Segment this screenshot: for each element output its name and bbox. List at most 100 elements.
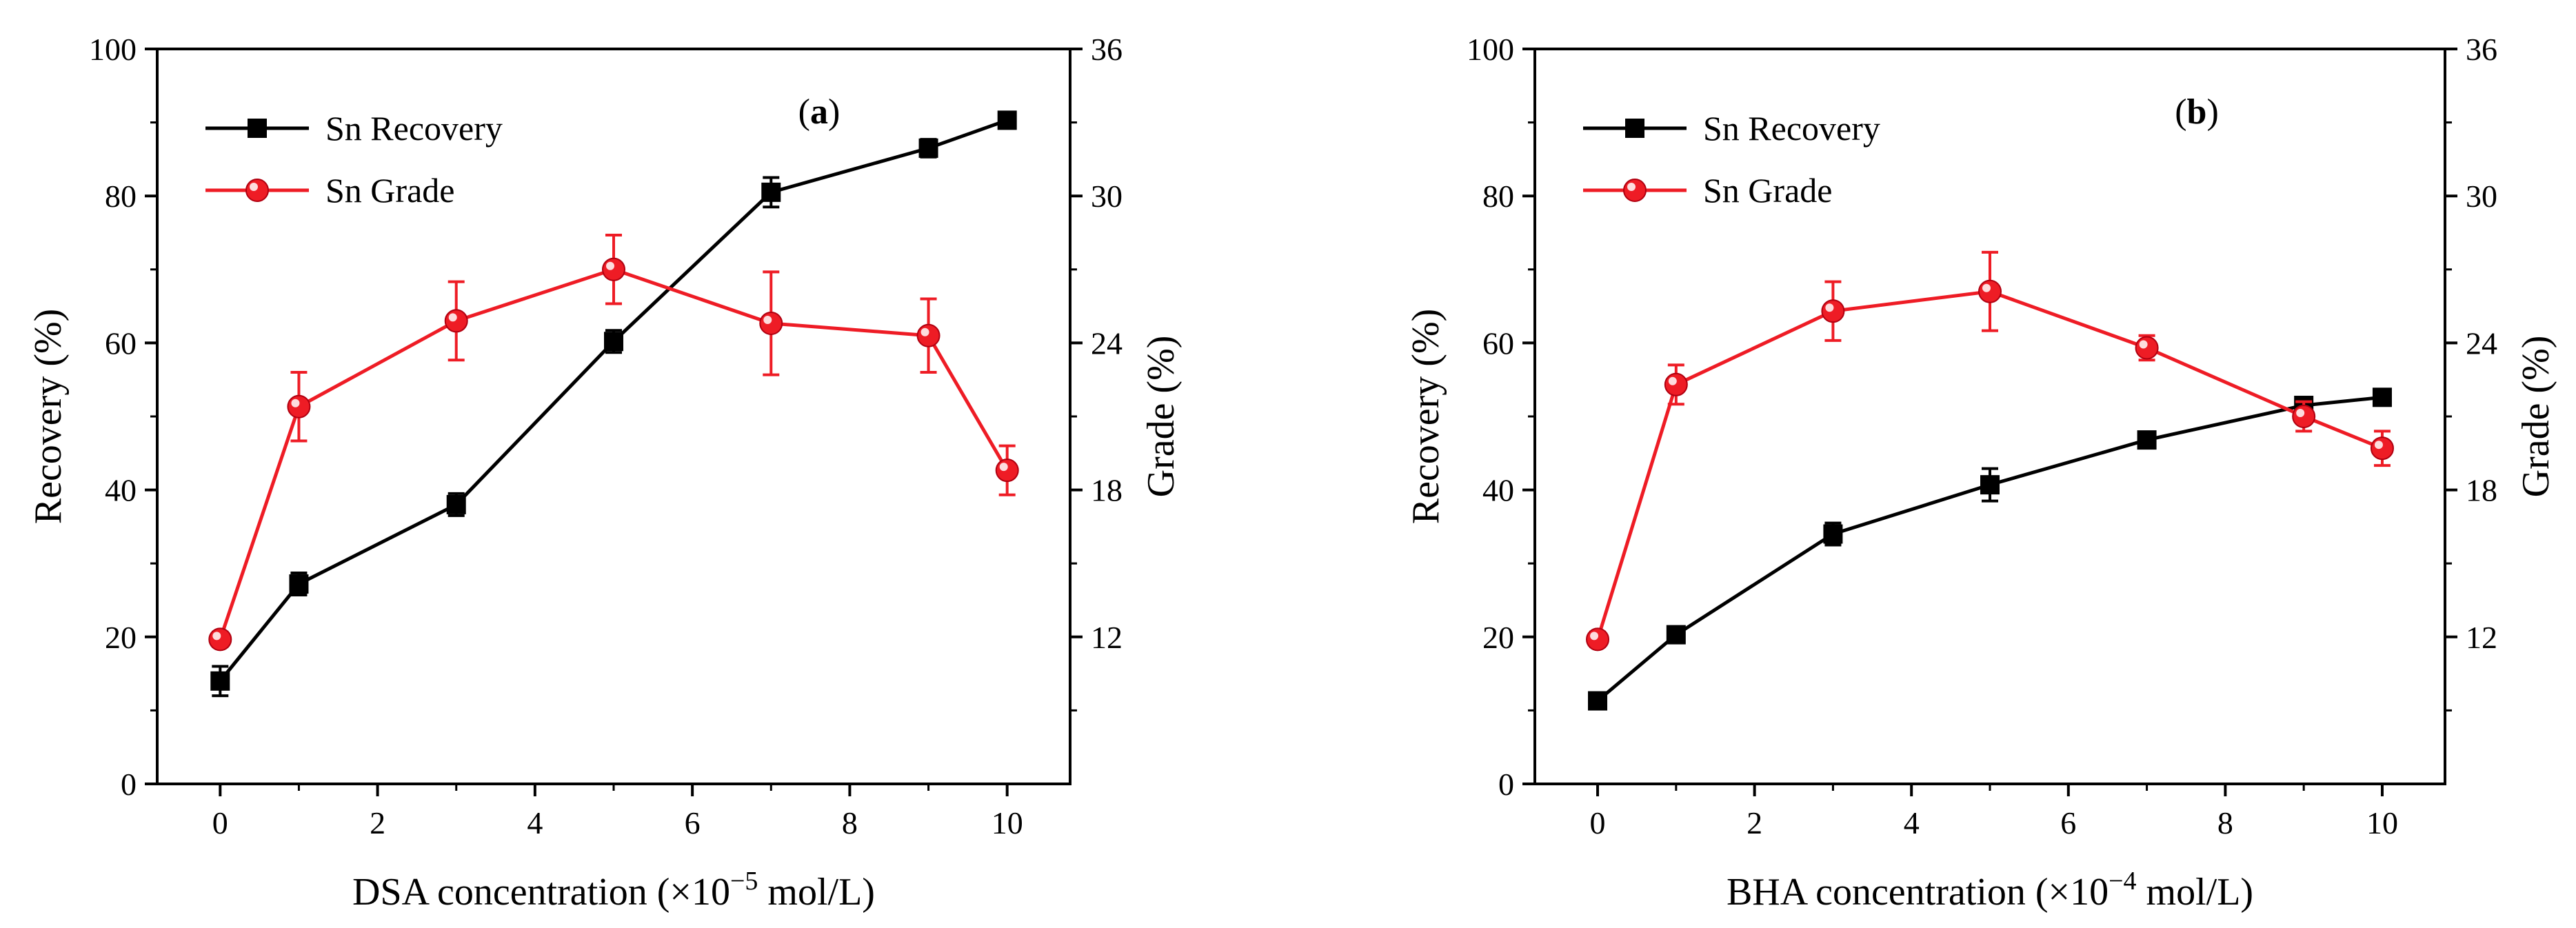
data-point [1821,299,1845,323]
legend-marker-highlight [1627,183,1636,191]
data-point [1978,279,2002,303]
x-axis-title-suffix: mol/L) [2137,871,2254,914]
data-point-highlight [1982,283,1991,292]
x-tick-label: 6 [685,805,701,840]
panel-tag-close: ) [2206,92,2218,132]
y-left-tick-label: 0 [1498,767,1514,802]
series-sn-grade [1586,250,2394,652]
x-axis-title-prefix: BHA concentration ( [1727,871,2049,914]
data-point-highlight [212,632,221,640]
data-point [1588,691,1608,711]
data-point [2292,405,2316,428]
data-point [997,110,1017,130]
y-right-tick-label: 24 [2466,325,2497,361]
y-left-tick-label: 100 [1467,32,1514,67]
data-point [2135,336,2159,360]
x-axis-title: BHA concentration (×10−4 mol/L) [1727,867,2253,914]
y-right-tick-label: 12 [1091,620,1123,655]
x-tick-label: 2 [370,805,385,840]
y-left-axis-title: Recovery (%) [1405,309,1447,525]
panel-tag-letter: a [810,92,828,132]
x-axis-title-base: 10 [2070,871,2109,914]
data-point [287,394,311,418]
data-point-highlight [2296,409,2305,417]
series-sn-recovery [1588,387,2392,711]
legend-marker [245,179,269,202]
legend-label: Sn Grade [1703,171,1832,210]
x-axis-title: DSA concentration (×10−5 mol/L) [352,867,875,914]
x-tick-label: 4 [1904,805,1920,840]
data-point [759,311,783,335]
data-point [604,332,623,352]
data-point-highlight [2374,441,2383,450]
x-tick-label: 8 [842,805,858,840]
y-left-tick-label: 100 [89,32,137,67]
x-axis-title-exponent: −5 [730,867,758,896]
data-point [1664,372,1688,396]
x-tick-label: 0 [212,805,228,840]
data-point-highlight [1825,303,1834,312]
data-point-highlight [291,399,300,407]
panel-tag-open: ( [2175,92,2186,132]
legend-marker [248,119,267,138]
data-point-highlight [606,261,614,270]
y-right-tick-label: 18 [1091,473,1123,508]
x-tick-label: 2 [1747,805,1762,840]
panel-tag-letter: b [2187,92,2207,132]
data-point [289,574,309,594]
y-left-tick-label: 80 [1482,179,1514,214]
data-point-highlight [1590,632,1599,640]
data-point-highlight [999,463,1008,472]
y-right-tick-label: 30 [1091,179,1123,214]
data-point-highlight [763,315,772,324]
data-point [1586,627,1610,652]
series-line [1596,290,2383,640]
data-point [995,458,1019,483]
y-left-tick-label: 40 [1482,473,1514,508]
x-tick-label: 4 [527,805,543,840]
data-point [916,323,940,347]
y-right-tick-label: 24 [1091,325,1123,361]
x-tick-label: 0 [1590,805,1606,840]
y-right-tick-label: 18 [2466,473,2497,508]
y-right-axis-title: Grade (%) [2515,336,2557,498]
data-point-highlight [920,327,929,336]
panel-tag-close: ) [828,92,840,132]
data-point-highlight [448,313,457,322]
x-axis-title-times: × [2048,871,2070,914]
x-tick-label: 10 [992,805,1023,840]
y-right-tick-label: 30 [2466,179,2497,214]
legend-label: Sn Grade [325,171,454,210]
x-axis-title-base: 10 [692,871,730,914]
x-tick-label: 6 [2060,805,2076,840]
series-line [1596,395,2383,703]
y-left-tick-label: 40 [105,473,137,508]
y-right-tick-label: 36 [1091,32,1123,67]
data-point [444,309,468,333]
series-line [218,268,1009,640]
data-point [446,494,466,514]
data-point [761,182,781,202]
x-axis-title-times: × [670,871,692,914]
legend-marker [1625,119,1644,138]
data-point [210,671,230,691]
x-tick-label: 8 [2217,805,2233,840]
data-point [2137,430,2157,450]
data-point [1666,625,1686,645]
y-left-tick-label: 20 [1482,620,1514,655]
x-axis-title-exponent: −4 [2109,867,2136,896]
y-left-tick-label: 80 [105,179,137,214]
data-point-highlight [1668,376,1677,385]
data-point [602,257,625,281]
y-left-axis-title: Recovery (%) [27,309,70,525]
x-axis-title-prefix: DSA concentration ( [352,871,670,914]
x-axis-title-suffix: mol/L) [758,871,875,914]
data-point [1980,475,2000,495]
series-sn-grade [208,234,1019,652]
legend-label: Sn Recovery [1703,109,1880,148]
y-right-axis-title: Grade (%) [1140,336,1183,498]
panel-tag-open: ( [798,92,810,132]
x-tick-label: 10 [2366,805,2398,840]
